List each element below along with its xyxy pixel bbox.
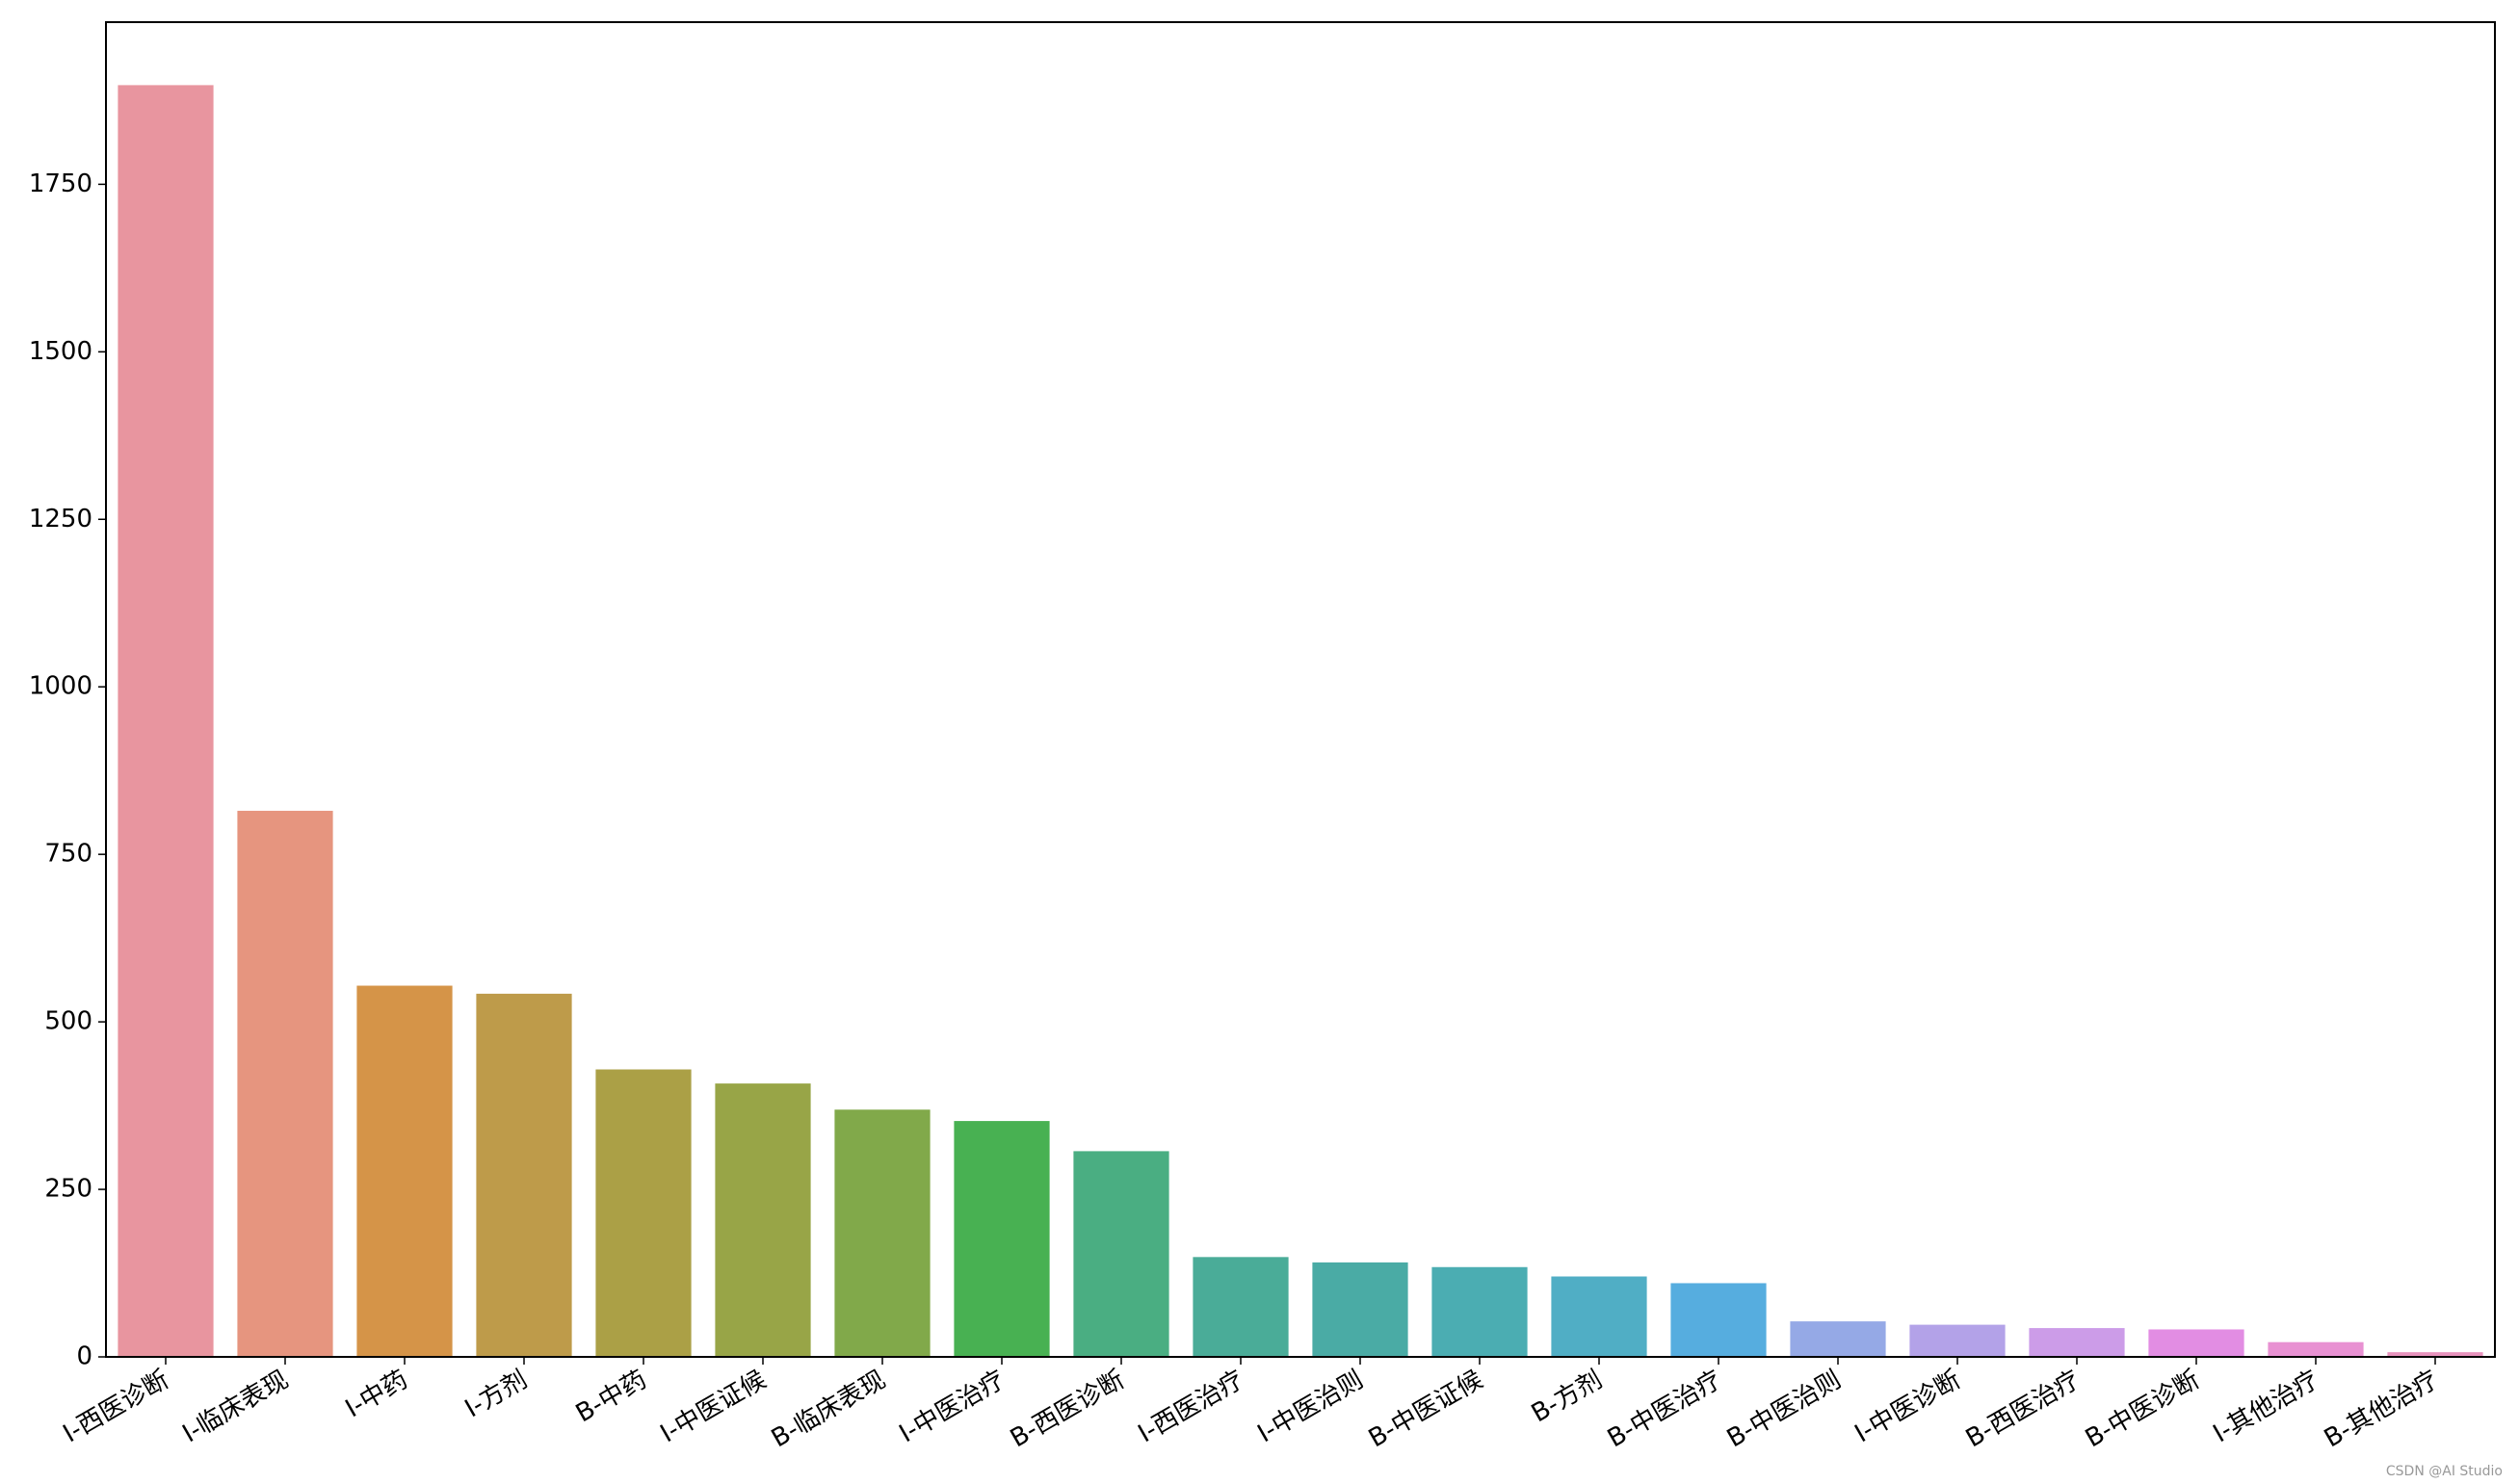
watermark: CSDN @AI Studio (2386, 1464, 2503, 1479)
x-tick-label: I-其他治疗 (2209, 1366, 2324, 1449)
bar (1431, 1266, 1528, 1357)
bar (834, 1109, 931, 1357)
bar (715, 1083, 811, 1357)
bar (2387, 1352, 2483, 1357)
bar (118, 85, 214, 1358)
bar (1909, 1324, 2006, 1357)
x-tick-label: B-中医治则 (1722, 1366, 1847, 1454)
bar (1312, 1262, 1408, 1357)
x-tick-label: B-中药 (571, 1366, 652, 1429)
x-tick-label: B-方剂 (1527, 1366, 1608, 1429)
bar (356, 985, 453, 1357)
x-tick-label: I-中药 (341, 1366, 413, 1424)
x-tick-label: I-方剂 (460, 1366, 533, 1424)
y-tick-label: 1000 (29, 672, 92, 701)
bar (1790, 1321, 1886, 1357)
y-tick-label: 1500 (29, 337, 92, 366)
bar (2029, 1328, 2125, 1357)
bar (2148, 1329, 2244, 1357)
x-tick-label: I-中医诊断 (1850, 1366, 1966, 1449)
bar (595, 1069, 692, 1357)
y-tick-label: 500 (44, 1007, 92, 1036)
bar (237, 810, 333, 1357)
bar (476, 993, 572, 1357)
plot-frame (105, 21, 2496, 1358)
y-tick-label: 750 (44, 840, 92, 869)
y-tick-label: 250 (44, 1175, 92, 1204)
y-tick-label: 1750 (29, 169, 92, 198)
bar (2268, 1341, 2364, 1357)
x-tick-label: I-中医治则 (1253, 1366, 1369, 1449)
y-tick-label: 1250 (29, 505, 92, 534)
bar (954, 1121, 1050, 1357)
bar (1193, 1257, 1289, 1357)
x-tick-label: I-中医治疗 (895, 1366, 1010, 1449)
x-tick-label: B-西医诊断 (1006, 1366, 1130, 1454)
x-tick-label: B-其他治疗 (2320, 1366, 2444, 1454)
bar (1073, 1151, 1169, 1357)
x-tick-label: I-中医证候 (656, 1366, 772, 1449)
x-tick-label: B-中医诊断 (2081, 1366, 2205, 1454)
x-tick-label: B-中医治疗 (1603, 1366, 1727, 1454)
x-tick-label: B-中医证候 (1364, 1366, 1488, 1454)
x-tick-label: B-临床表现 (767, 1366, 891, 1454)
x-tick-label: I-临床表现 (178, 1366, 294, 1449)
bar (1670, 1283, 1767, 1357)
x-tick-label: I-西医治疗 (1134, 1366, 1249, 1449)
y-tick-label: 0 (76, 1342, 92, 1371)
x-tick-label: B-西医治疗 (1961, 1366, 2086, 1454)
bar (1551, 1276, 1647, 1357)
x-tick-label: I-西医诊断 (59, 1366, 174, 1449)
